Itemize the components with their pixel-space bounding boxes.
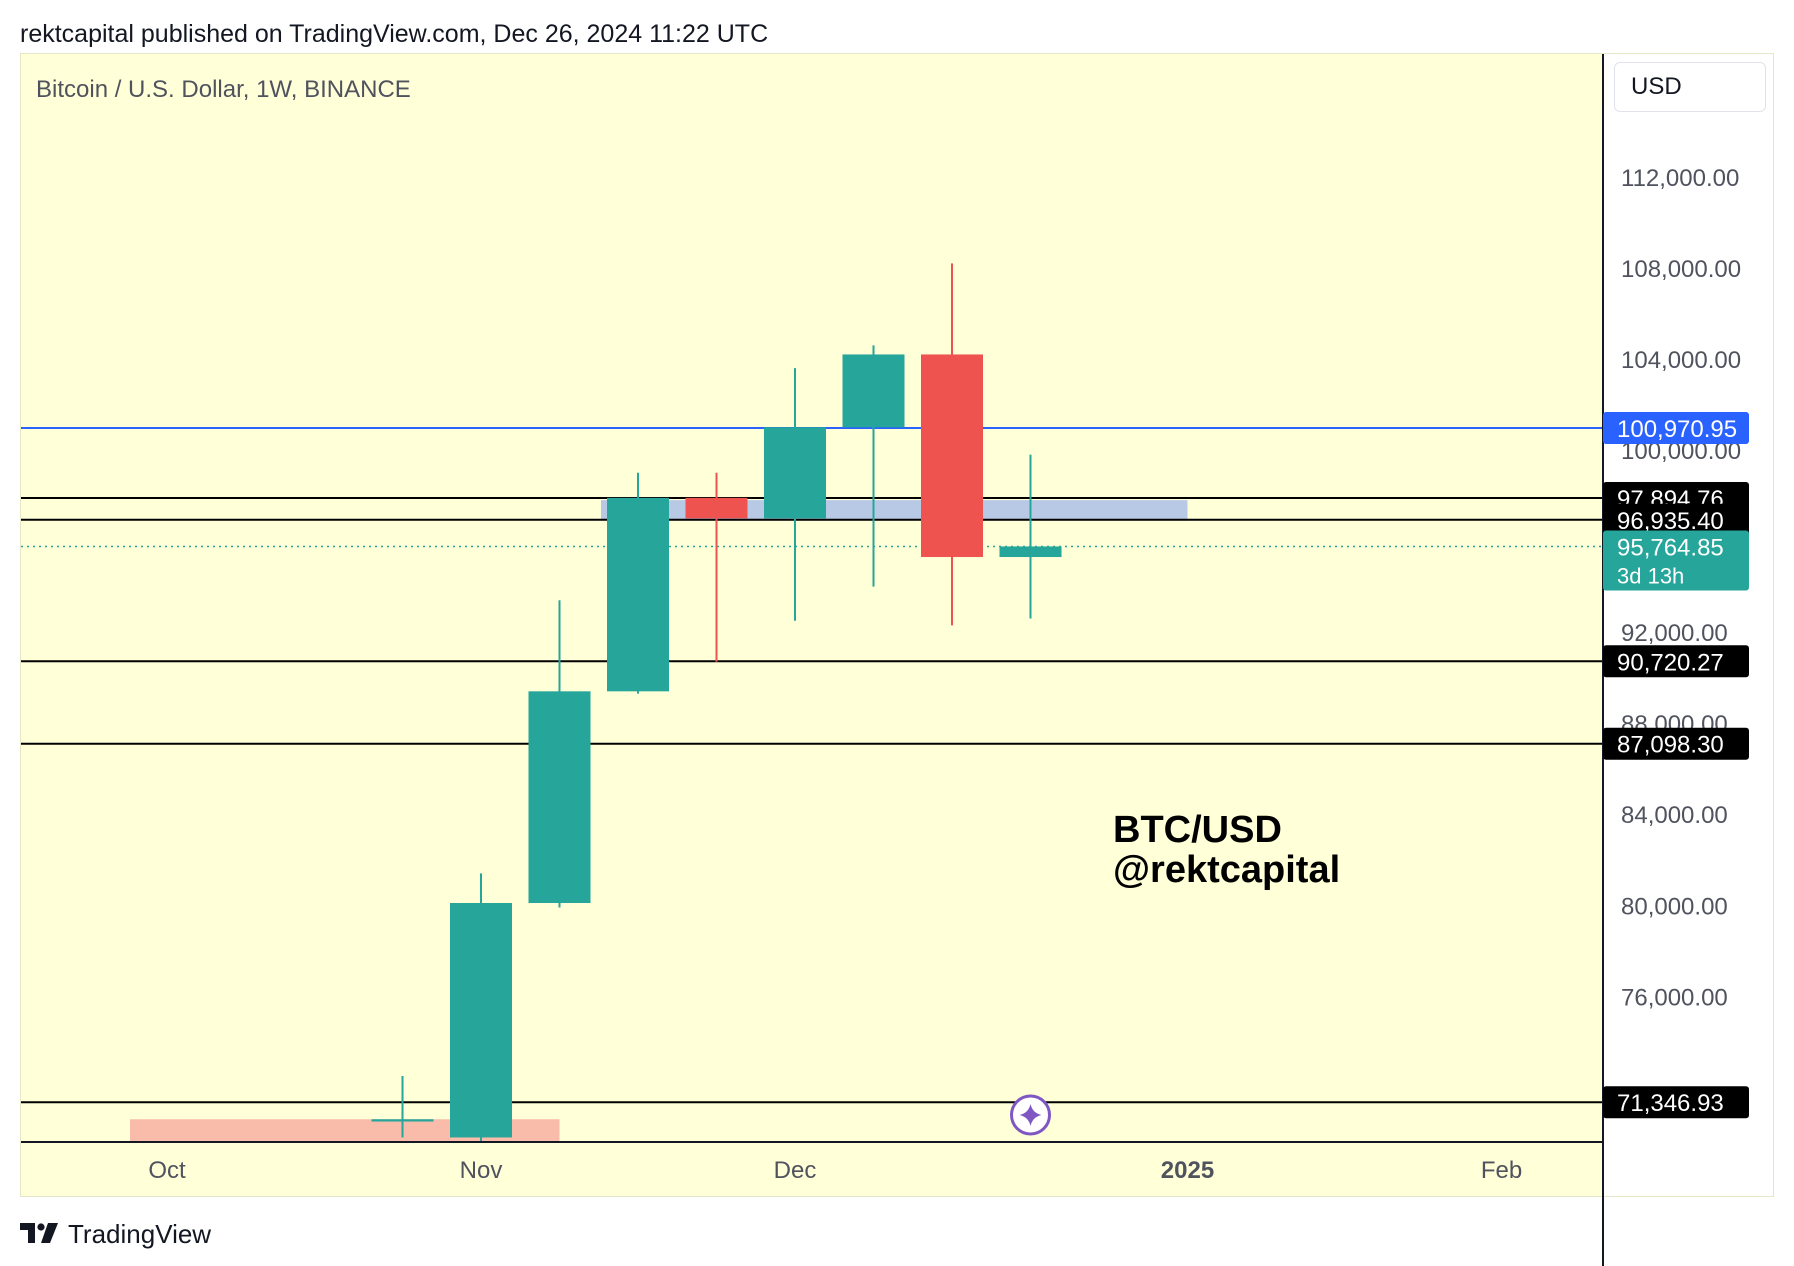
level-price-label-3[interactable]: 90,720.27 <box>1603 645 1749 678</box>
current-price-label-bg <box>1603 530 1749 591</box>
candles-layer <box>371 263 1062 1142</box>
level-price-label-4[interactable]: 87,098.30 <box>1603 727 1749 760</box>
x-axis: Oct Nov Dec 2025 Feb <box>148 1157 1522 1184</box>
y-tick-label-7: 80,000.00 <box>1621 893 1728 920</box>
candle-body-8[interactable] <box>999 546 1062 558</box>
candle-body-1[interactable] <box>450 903 512 1138</box>
x-tick-label-0: Oct <box>148 1157 186 1184</box>
footer: TradingView <box>20 1218 211 1250</box>
currency-selector[interactable]: USD <box>1614 62 1766 112</box>
y-tick-label-1: 108,000.00 <box>1621 256 1741 283</box>
publish-info: rektcapital published on TradingView.com… <box>20 20 769 48</box>
chart-frame <box>20 53 1774 1197</box>
y-tick-label-0: 112,000.00 <box>1621 165 1739 192</box>
level-price-label-bg-3 <box>1603 645 1749 678</box>
level-price-label-text-4: 87,098.30 <box>1617 732 1724 759</box>
price-labels: 100,970.9597,894.7696,935.4090,720.2787,… <box>1603 411 1749 1119</box>
level-price-label-bg-2 <box>1603 503 1749 536</box>
chart-title: Bitcoin / U.S. Dollar, 1W, BINANCE <box>36 76 411 103</box>
current-price-value: 95,764.85 <box>1617 534 1724 561</box>
chart-background <box>21 54 1603 1196</box>
candle-body-3[interactable] <box>607 497 669 692</box>
x-tick-label-4: Feb <box>1481 1157 1522 1184</box>
x-tick-label-3: 2025 <box>1161 1157 1214 1184</box>
candle-body-4[interactable] <box>685 497 748 519</box>
tradingview-brand: TradingView <box>68 1218 212 1249</box>
current-price-countdown: 3d 13h <box>1617 563 1684 588</box>
level-price-label-text-5: 71,346.93 <box>1617 1090 1724 1117</box>
zone-0 <box>601 500 1188 521</box>
annotation-line-1: BTC/USD <box>1113 809 1282 851</box>
level-price-label-bg-4 <box>1603 727 1749 760</box>
level-price-label-2[interactable]: 96,935.40 <box>1603 503 1749 536</box>
level-price-label-text-3: 90,720.27 <box>1617 649 1724 676</box>
x-tick-label-2: Dec <box>774 1157 817 1184</box>
y-tick-label-6: 84,000.00 <box>1621 802 1728 829</box>
candle-body-0[interactable] <box>371 1119 434 1122</box>
level-price-label-bg-0 <box>1603 411 1749 444</box>
x-tick-label-1: Nov <box>460 1157 503 1184</box>
annotation-line-2: @rektcapital <box>1113 849 1340 891</box>
levels-layer <box>21 426 1603 1104</box>
candle-body-6[interactable] <box>842 354 905 428</box>
candle-body-2[interactable] <box>528 691 591 904</box>
level-price-label-bg-5 <box>1603 1086 1749 1119</box>
y-tick-label-2: 104,000.00 <box>1621 347 1741 374</box>
level-price-label-text-0: 100,970.95 <box>1617 416 1737 443</box>
sparkle-icon[interactable] <box>1010 1094 1051 1136</box>
tradingview-logo-icon <box>20 1223 58 1243</box>
level-price-label-text-2: 96,935.40 <box>1617 508 1724 535</box>
level-price-label-0[interactable]: 100,970.95 <box>1603 411 1749 444</box>
y-tick-label-8: 76,000.00 <box>1621 984 1728 1011</box>
candle-body-7[interactable] <box>921 354 983 558</box>
y-tick-label-4: 92,000.00 <box>1621 620 1728 647</box>
level-price-label-5[interactable]: 71,346.93 <box>1603 1086 1749 1119</box>
candle-body-5[interactable] <box>764 427 826 519</box>
